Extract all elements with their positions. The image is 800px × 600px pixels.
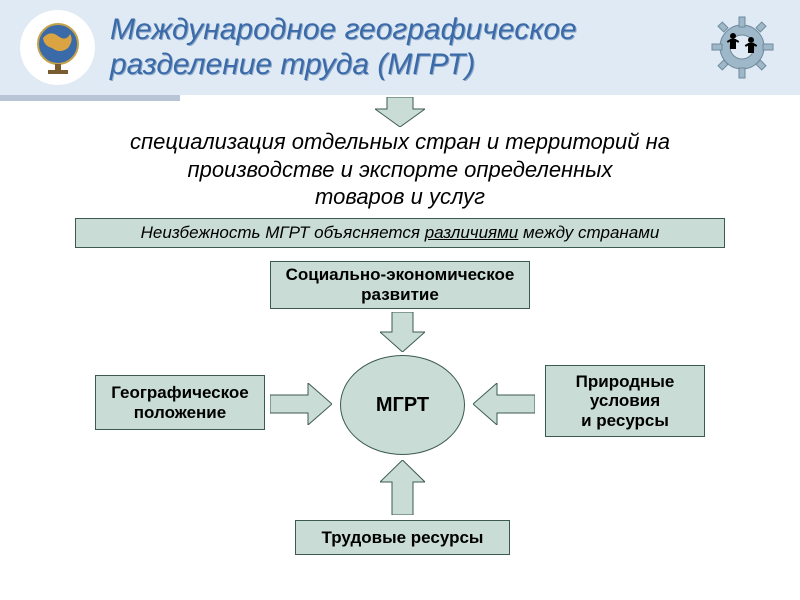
title-arrow-down-icon — [375, 97, 425, 127]
subtitle-text: специализация отдельных стран и территор… — [60, 128, 740, 211]
explanation-box: Неизбежность МГРТ объясняется различиями… — [75, 218, 725, 248]
node-right-line-3: и ресурсы — [581, 411, 669, 431]
gear-people-icon — [705, 10, 780, 85]
node-right-line-2: условия — [590, 391, 660, 411]
node-labor-resources: Трудовые ресурсы — [295, 520, 510, 555]
subtitle-line-1: специализация отдельных стран и территор… — [60, 128, 740, 156]
subtitle-line-3: товаров и услуг — [60, 183, 740, 211]
mgrt-diagram: Социально-экономическое развитие Географ… — [0, 255, 800, 585]
header-underline — [0, 95, 180, 101]
node-left-line-1: Географическое — [111, 383, 249, 403]
center-label: МГРТ — [376, 394, 429, 417]
arrow-bottom-icon — [380, 460, 425, 520]
page-title: Международное географическое разделение … — [110, 13, 577, 82]
node-top-line-1: Социально-экономическое — [286, 265, 515, 285]
node-right-line-1: Природные — [576, 372, 675, 392]
explain-before: Неизбежность МГРТ объясняется — [141, 223, 425, 242]
arrow-right-icon — [473, 383, 535, 430]
subtitle-line-2: производстве и экспорте определенных — [60, 156, 740, 184]
node-top-line-2: развитие — [361, 285, 439, 305]
arrow-top-icon — [380, 312, 425, 357]
node-left-line-2: положение — [134, 403, 226, 423]
globe-icon — [20, 10, 95, 85]
node-geographic-position: Географическое положение — [95, 375, 265, 430]
explain-underlined: различиями — [425, 223, 519, 242]
node-social-economic: Социально-экономическое развитие — [270, 261, 530, 309]
explain-after: между странами — [518, 223, 659, 242]
arrow-left-icon — [270, 383, 332, 430]
title-line-2: разделение труда (МГРТ) — [110, 48, 577, 83]
node-bottom-line-1: Трудовые ресурсы — [322, 528, 484, 548]
slide-header: Международное географическое разделение … — [0, 0, 800, 95]
node-center-mgrt: МГРТ — [340, 355, 465, 455]
title-line-1: Международное географическое — [110, 13, 577, 48]
node-natural-resources: Природные условия и ресурсы — [545, 365, 705, 437]
